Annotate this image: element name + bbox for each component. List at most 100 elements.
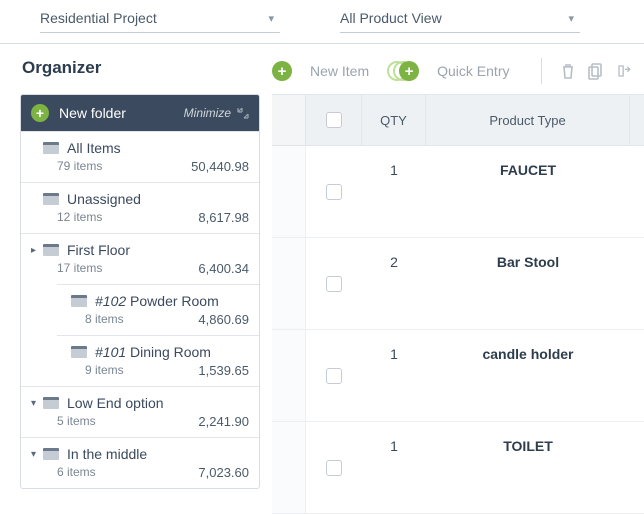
table-row[interactable]: 1 TOILET bbox=[272, 422, 644, 514]
folder-count: 79 items bbox=[57, 159, 102, 174]
new-folder-label: New folder bbox=[59, 105, 126, 121]
project-dropdown-label: Residential Project bbox=[40, 10, 157, 26]
folder-icon bbox=[71, 295, 87, 307]
folder-row[interactable]: #101 Dining Room 9 items 1,539.65 bbox=[21, 336, 259, 386]
row-checkbox[interactable] bbox=[326, 276, 342, 292]
folder-amount: 50,440.98 bbox=[191, 159, 249, 174]
grid-body: 1 FAUCET 2 Bar Stool 1 candle holder 1 T… bbox=[272, 146, 644, 514]
new-folder-button[interactable]: + New folder Minimize bbox=[21, 95, 259, 131]
chevron-down-icon: ▾ bbox=[268, 12, 274, 25]
row-checkbox[interactable] bbox=[326, 184, 342, 200]
folder-count: 12 items bbox=[57, 210, 102, 225]
folder-row[interactable]: ▾ Low End option 5 items 2,241.90 bbox=[21, 386, 259, 437]
row-end bbox=[630, 422, 644, 513]
folder-icon bbox=[43, 244, 59, 256]
chevron-down-icon: ▾ bbox=[568, 12, 574, 25]
folder-count: 8 items bbox=[85, 312, 124, 327]
minimize-label: Minimize bbox=[184, 106, 231, 120]
grid-header-row: QTY Product Type bbox=[272, 94, 644, 146]
row-end bbox=[630, 238, 644, 329]
folder-count: 5 items bbox=[57, 414, 96, 429]
row-checkbox[interactable] bbox=[326, 368, 342, 384]
folder-label: Unassigned bbox=[67, 191, 141, 207]
row-qty: 1 bbox=[362, 146, 426, 237]
grid-toolbar: + New Item + Quick Entry bbox=[272, 58, 644, 94]
folder-count: 9 items bbox=[85, 363, 124, 378]
folder-row[interactable]: ▾ In the middle 6 items 7,023.60 bbox=[21, 437, 259, 488]
grid-gutter bbox=[272, 95, 306, 145]
folder-amount: 6,400.34 bbox=[198, 261, 249, 276]
folder-row[interactable]: All Items 79 items 50,440.98 bbox=[21, 131, 259, 182]
expand-icon[interactable]: ▾ bbox=[31, 398, 41, 409]
quick-entry-button[interactable]: Quick Entry bbox=[437, 63, 509, 79]
top-filter-bar: Residential Project ▾ All Product View ▾ bbox=[0, 0, 644, 44]
folder-label: In the middle bbox=[67, 446, 147, 462]
row-qty: 2 bbox=[362, 238, 426, 329]
row-checkbox-cell bbox=[306, 146, 362, 237]
organizer-title: Organizer bbox=[22, 58, 260, 78]
quick-entry-icon[interactable]: + bbox=[387, 61, 429, 81]
folder-icon bbox=[43, 448, 59, 460]
folder-amount: 7,023.60 bbox=[198, 465, 249, 480]
organizer-panel: Organizer + New folder Minimize All Item… bbox=[0, 44, 260, 514]
folder-label: #102 Powder Room bbox=[95, 293, 219, 309]
folder-count: 17 items bbox=[57, 261, 102, 276]
row-product-type: TOILET bbox=[426, 422, 630, 513]
row-gutter bbox=[272, 238, 306, 329]
table-row[interactable]: 2 Bar Stool bbox=[272, 238, 644, 330]
table-row[interactable]: 1 FAUCET bbox=[272, 146, 644, 238]
folder-label: Low End option bbox=[67, 395, 164, 411]
row-product-type: candle holder bbox=[426, 330, 630, 421]
view-dropdown[interactable]: All Product View ▾ bbox=[340, 6, 580, 33]
new-item-plus-icon[interactable]: + bbox=[272, 61, 292, 81]
folder-row[interactable]: Unassigned 12 items 8,617.98 bbox=[21, 182, 259, 233]
qty-header[interactable]: QTY bbox=[362, 95, 426, 145]
row-checkbox-cell bbox=[306, 238, 362, 329]
folder-row[interactable]: ▸ First Floor 17 items 6,400.34 bbox=[21, 233, 259, 284]
product-grid-panel: + New Item + Quick Entry QTY bbox=[260, 44, 644, 514]
table-row[interactable]: 1 candle holder bbox=[272, 330, 644, 422]
row-checkbox[interactable] bbox=[326, 460, 342, 476]
folder-amount: 4,860.69 bbox=[198, 312, 249, 327]
export-icon[interactable] bbox=[614, 61, 634, 81]
folder-icon bbox=[43, 193, 59, 205]
plus-icon: + bbox=[399, 61, 419, 81]
select-all-checkbox[interactable] bbox=[326, 112, 342, 128]
folder-amount: 1,539.65 bbox=[198, 363, 249, 378]
product-type-header[interactable]: Product Type bbox=[426, 95, 630, 145]
row-qty: 1 bbox=[362, 330, 426, 421]
row-product-type: Bar Stool bbox=[426, 238, 630, 329]
folder-icon bbox=[43, 142, 59, 154]
folder-count: 6 items bbox=[57, 465, 96, 480]
row-checkbox-cell bbox=[306, 422, 362, 513]
row-checkbox-cell bbox=[306, 330, 362, 421]
new-item-button[interactable]: New Item bbox=[310, 63, 369, 79]
folder-amount: 2,241.90 bbox=[198, 414, 249, 429]
folder-label: First Floor bbox=[67, 242, 130, 258]
row-gutter bbox=[272, 422, 306, 513]
folder-amount: 8,617.98 bbox=[198, 210, 249, 225]
plus-icon: + bbox=[31, 104, 49, 122]
view-dropdown-label: All Product View bbox=[340, 10, 442, 26]
trash-icon[interactable] bbox=[558, 61, 578, 81]
row-gutter bbox=[272, 330, 306, 421]
folder-icon bbox=[71, 346, 87, 358]
folder-icon bbox=[43, 397, 59, 409]
row-end bbox=[630, 330, 644, 421]
row-end bbox=[630, 146, 644, 237]
row-qty: 1 bbox=[362, 422, 426, 513]
folder-row[interactable]: #102 Powder Room 8 items 4,860.69 bbox=[21, 285, 259, 335]
copy-icon[interactable] bbox=[586, 61, 606, 81]
grid-end bbox=[630, 95, 644, 145]
row-gutter bbox=[272, 146, 306, 237]
toolbar-divider bbox=[541, 58, 542, 84]
folder-label: #101 Dining Room bbox=[95, 344, 211, 360]
folder-tree: + New folder Minimize All Items 79 items… bbox=[20, 94, 260, 489]
expand-icon[interactable]: ▾ bbox=[31, 449, 41, 460]
folder-label: All Items bbox=[67, 140, 121, 156]
minimize-button[interactable]: Minimize bbox=[184, 106, 249, 120]
select-all-cell bbox=[306, 95, 362, 145]
project-dropdown[interactable]: Residential Project ▾ bbox=[40, 6, 280, 33]
collapse-icon bbox=[237, 107, 249, 119]
expand-icon[interactable]: ▸ bbox=[31, 245, 41, 256]
